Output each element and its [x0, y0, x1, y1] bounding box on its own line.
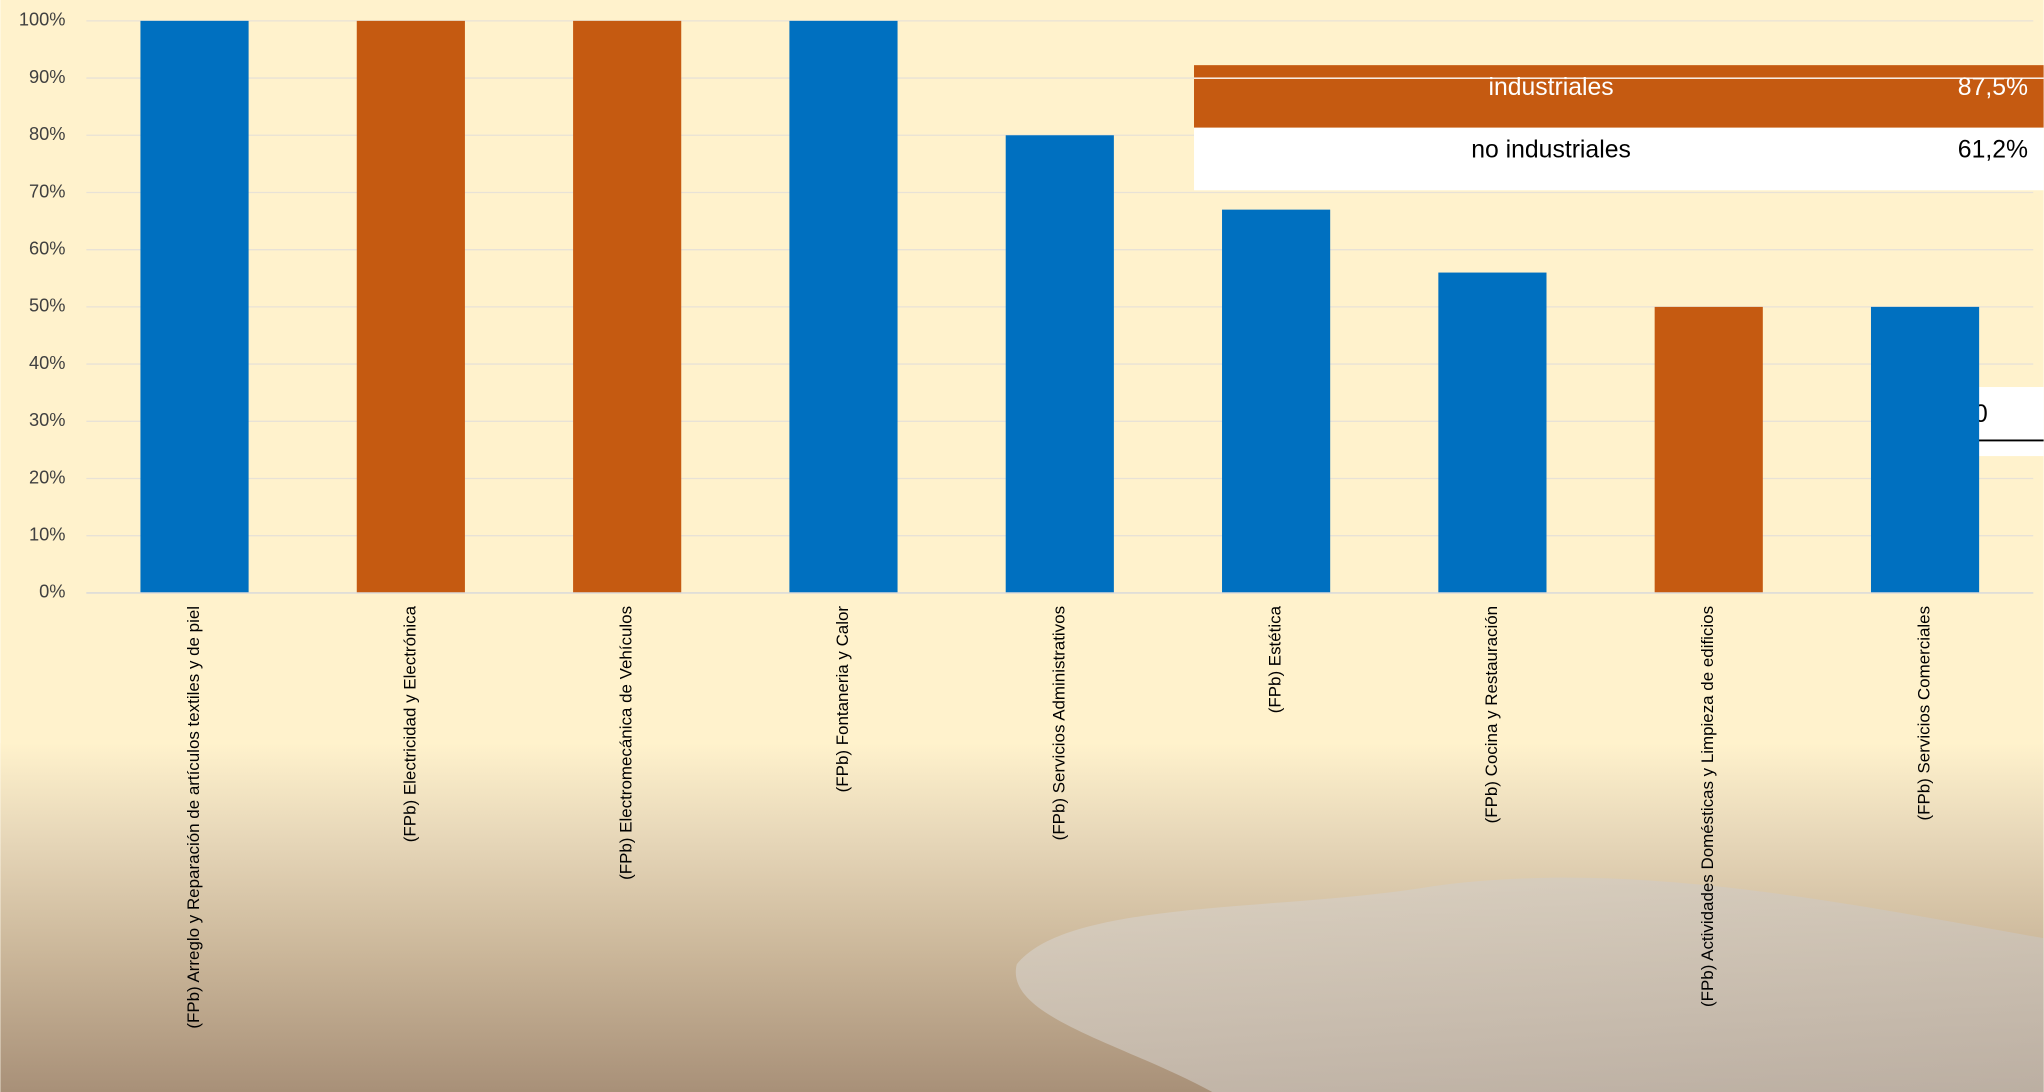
- x-tick-label: (FPb) Electricidad y Electrónica: [400, 605, 419, 842]
- x-tick-label: (FPb) Arreglo y Reparación de artículos …: [184, 606, 203, 1029]
- x-tick-label: (FPb) Actividades Domésticas y Limpieza …: [1698, 606, 1717, 1007]
- x-tick-label: (FPb) Estética: [1266, 605, 1285, 713]
- y-tick-label: 10%: [29, 524, 66, 545]
- bar: [356, 20, 465, 593]
- x-tick-label: (FPb) Servicios Comerciales: [1915, 606, 1934, 821]
- summary-label: no industriales: [1471, 137, 1631, 164]
- x-tick-label: (FPb) Fontaneria y Calor: [833, 606, 852, 793]
- x-tick-label: (FPb) Electromecánica de Vehículos: [617, 606, 636, 880]
- bar: [140, 20, 249, 593]
- summary-row: [1194, 127, 2044, 191]
- road: [1015, 877, 2044, 1092]
- x-tick-label: (FPb) Servicios Administrativos: [1049, 606, 1068, 840]
- y-tick-label: 20%: [29, 466, 66, 487]
- y-tick-label: 90%: [29, 66, 66, 87]
- y-tick-label: 100%: [19, 9, 66, 30]
- bar: [573, 20, 682, 593]
- summary-value: 61,2%: [1958, 137, 2028, 164]
- y-tick-label: 30%: [29, 409, 66, 430]
- bar: [1222, 209, 1331, 593]
- bar: [1438, 272, 1547, 593]
- bar: [1654, 306, 1763, 593]
- bar: [789, 20, 898, 593]
- y-tick-label: 70%: [29, 180, 66, 201]
- y-tick-label: 40%: [29, 352, 66, 373]
- y-tick-label: 80%: [29, 123, 66, 144]
- y-tick-label: 0%: [39, 581, 65, 602]
- x-tick-label: (FPb) Cocina y Restauración: [1482, 606, 1501, 823]
- y-tick-label: 50%: [29, 295, 66, 316]
- y-tick-label: 60%: [29, 237, 66, 258]
- summary-row: [1194, 65, 2044, 128]
- bar: [1870, 306, 1980, 593]
- bar: [1005, 135, 1114, 593]
